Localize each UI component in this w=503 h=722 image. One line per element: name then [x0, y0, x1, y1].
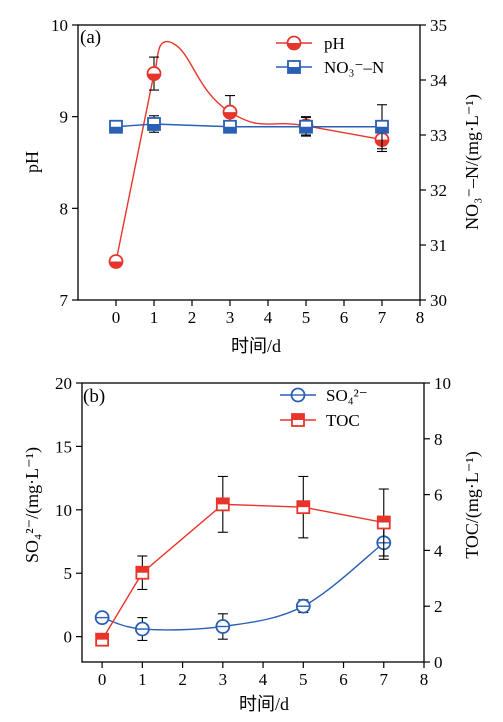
legend-a: pH NO₃⁻–N	[276, 34, 384, 77]
x-tick-label: 3	[219, 670, 228, 689]
x-tick-label: 1	[150, 308, 159, 327]
y-tick-label-right: 8	[434, 430, 443, 449]
x-tick-label: 5	[302, 308, 311, 327]
series-line-so	[101, 542, 385, 631]
y-tick-label-left: 20	[55, 374, 72, 393]
y-tick-label-right: 31	[430, 236, 447, 255]
y-tick-label-right: 35	[430, 16, 447, 35]
y-tick-label-left: 10	[51, 16, 68, 35]
legend-b: SO₄²⁻ TOC	[280, 386, 368, 430]
x-tick-label: 8	[416, 308, 425, 327]
point-non-fill	[376, 126, 388, 133]
y-tick-label-left: 0	[64, 628, 73, 647]
legend-text-toc: TOC	[326, 411, 360, 430]
x-tick-label: 3	[226, 308, 235, 327]
point-ph-fill	[223, 112, 237, 119]
point-toc	[215, 497, 230, 512]
x-tick-label: 8	[420, 670, 429, 689]
y-tick-label-right: 2	[434, 597, 443, 616]
legend-text-so4: SO₄²⁻	[326, 386, 368, 405]
x-tick-label: 5	[299, 670, 308, 689]
panel-b: (b) 时间/d SO₄²⁻/(mg·L⁻¹) TOC/(mg·L⁻¹) SO₄…	[22, 374, 483, 714]
point-ph	[222, 104, 238, 120]
point-non	[147, 117, 161, 131]
x-tick-label: 7	[380, 670, 389, 689]
point-non-fill	[224, 126, 236, 133]
y-tick-label-right: 33	[430, 126, 447, 145]
y-tick-label-right: 32	[430, 181, 447, 200]
y-tick-label-left: 5	[64, 564, 73, 583]
x-tick-label: 2	[178, 670, 187, 689]
point-non-fill	[300, 126, 312, 133]
point-non-fill	[148, 124, 160, 130]
x-tick-label: 6	[339, 670, 348, 689]
x-tick-label: 7	[378, 308, 387, 327]
legend-marker-ph	[286, 35, 302, 51]
point-non	[375, 119, 389, 134]
point-non	[223, 119, 237, 134]
panel-label-b: (b)	[83, 386, 105, 407]
plot-frame	[77, 24, 421, 301]
legend-text-ph: pH	[324, 34, 345, 53]
point-so	[94, 610, 110, 626]
x-tick-label: 4	[259, 670, 268, 689]
y-axis-label-right-a: NO₃⁻–N/(mg·L⁻¹)	[462, 94, 483, 230]
point-toc-fill	[297, 501, 310, 508]
legend-marker-toc	[291, 413, 305, 427]
y-tick-label-left: 15	[55, 437, 72, 456]
x-axis-label-b: 时间/d	[239, 694, 289, 714]
point-non	[299, 119, 313, 134]
legend-marker-so4	[290, 387, 306, 403]
y-tick-label-right: 30	[430, 291, 447, 310]
point-toc-fill	[136, 566, 149, 573]
point-so	[295, 598, 311, 614]
panel-a: (a) 时间/d pH NO₃⁻–N/(mg·L⁻¹) pH NO₃⁻–N 0 1…	[22, 16, 483, 356]
y-axis-label-right-b: TOC/(mg·L⁻¹)	[462, 451, 483, 559]
point-toc	[376, 515, 391, 530]
y-tick-label-left: 9	[60, 108, 69, 127]
y-tick-label-right: 6	[434, 486, 443, 505]
panel-label-a: (a)	[80, 27, 101, 48]
x-tick-label: 4	[264, 308, 273, 327]
y-tick-label-right: 10	[434, 374, 451, 393]
y-tick-label-right: 34	[430, 71, 448, 90]
y-tick-label-left: 8	[60, 199, 69, 218]
x-tick-label: 0	[98, 670, 107, 689]
point-ph-fill	[109, 261, 123, 268]
point-ph	[146, 66, 162, 81]
y-tick-label-left: 7	[60, 291, 69, 310]
point-non-fill	[110, 126, 122, 133]
legend-marker-no3	[287, 60, 301, 74]
point-ph-fill	[147, 73, 161, 81]
x-tick-label: 0	[112, 308, 121, 327]
y-tick-label-right: 0	[434, 653, 443, 672]
point-toc-fill	[96, 633, 109, 640]
point-toc	[135, 565, 150, 580]
point-so	[215, 619, 231, 634]
x-tick-label: 1	[138, 670, 147, 689]
x-axis-label-a: 时间/d	[231, 336, 281, 356]
point-toc-fill	[216, 498, 229, 505]
y-axis-label-left-b: SO₄²⁻/(mg·L⁻¹)	[22, 447, 43, 563]
point-toc	[296, 500, 311, 515]
y-tick-label-left: 10	[55, 501, 72, 520]
point-toc-fill	[377, 516, 390, 523]
point-ph	[108, 254, 124, 269]
y-axis-label-left-a: pH	[22, 151, 42, 173]
point-so	[134, 621, 150, 637]
point-non	[109, 119, 123, 134]
plot-frame	[81, 382, 425, 663]
x-tick-label: 6	[340, 308, 349, 327]
legend-text-no3: NO₃⁻–N	[324, 58, 384, 77]
point-toc	[95, 632, 110, 647]
y-tick-label-right: 4	[434, 541, 443, 560]
x-tick-label: 2	[188, 308, 197, 327]
